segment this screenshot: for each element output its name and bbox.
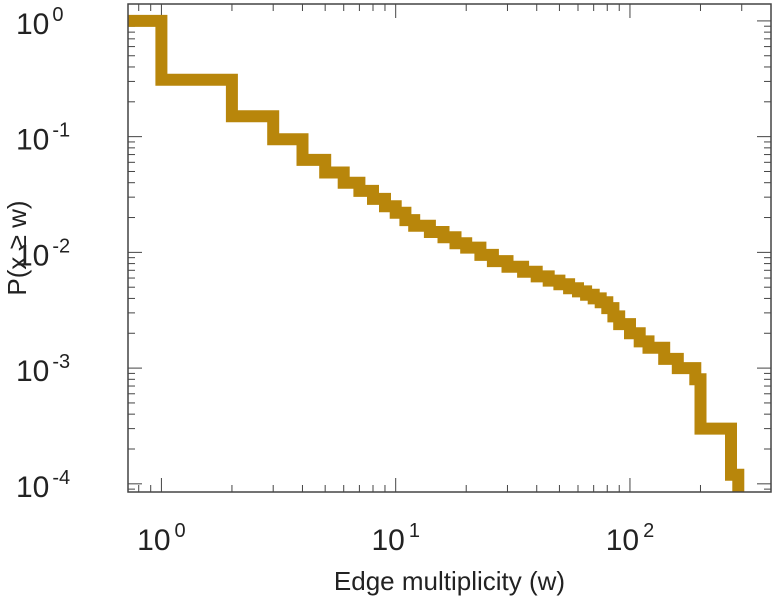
y-tick-label: 10 -3	[16, 351, 70, 388]
tick-marks	[128, 4, 772, 492]
y-tick-label: 10 -4	[16, 467, 70, 504]
x-tick-label: 10 1	[371, 520, 420, 557]
y-axis-title: P(x ≥ w)	[2, 200, 32, 295]
series-line	[128, 14, 745, 492]
tick-labels: 10 0 10 1 10 2 10 0 10 -1 10 -2 10 -3 10 -4	[16, 4, 654, 557]
y-tick-label: 10 0	[16, 4, 64, 41]
y-tick-label: 10 -1	[16, 120, 70, 157]
series-layer	[128, 14, 745, 492]
plot-frame	[127, 3, 772, 493]
x-tick-label: 10 0	[137, 520, 186, 557]
x-axis-title: Edge multiplicity (w)	[334, 566, 565, 596]
y-tick-label: 10 -2	[16, 235, 70, 272]
x-tick-label: 10 2	[606, 520, 655, 557]
